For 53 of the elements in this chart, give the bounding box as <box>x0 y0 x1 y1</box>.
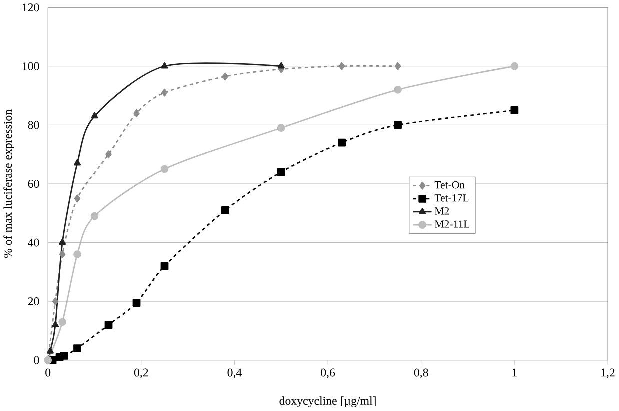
point <box>106 150 112 158</box>
legend-label: M2-11L <box>434 220 470 228</box>
x-tick-label: 0 <box>46 368 51 377</box>
point <box>338 62 346 70</box>
point <box>46 348 54 354</box>
point <box>510 106 519 114</box>
y-tick-label: 60 <box>28 180 40 188</box>
point <box>90 212 99 220</box>
point <box>394 86 402 94</box>
point <box>52 321 60 328</box>
point <box>60 352 68 360</box>
point <box>134 109 140 118</box>
x-tick-label: 1 <box>512 368 517 377</box>
x-tick-label: 0,8 <box>414 368 428 378</box>
point <box>221 206 230 214</box>
point <box>160 165 169 174</box>
x-axis-title: doxycycline [µg/ml] <box>280 396 376 408</box>
point <box>338 138 346 147</box>
y-tick-label: 100 <box>22 62 40 70</box>
x-tick-label: 0,2 <box>134 368 148 378</box>
point <box>52 298 59 306</box>
legend-label: M2 <box>434 208 450 215</box>
point <box>222 72 229 81</box>
point <box>74 194 81 203</box>
point <box>394 62 402 70</box>
x-tick-label: 0,4 <box>228 368 242 378</box>
point <box>510 62 519 70</box>
point <box>58 318 67 326</box>
point <box>74 344 82 352</box>
y-tick-label: 0 <box>34 356 40 364</box>
point <box>74 250 82 258</box>
point <box>394 121 402 130</box>
x-tick-label: 1,2 <box>602 368 615 378</box>
point <box>160 262 169 270</box>
point <box>277 124 286 132</box>
y-tick-label: 20 <box>28 298 40 306</box>
point <box>161 62 168 69</box>
point <box>132 299 141 307</box>
point <box>91 112 98 119</box>
x-tick-label: 0,6 <box>321 368 336 378</box>
y-tick-label: 40 <box>28 238 40 247</box>
y-axis-title: % of max luciferase expression <box>4 110 14 258</box>
point <box>104 321 113 329</box>
point <box>74 159 82 166</box>
point <box>277 168 286 176</box>
point <box>59 238 66 246</box>
point <box>59 250 66 258</box>
point <box>162 88 168 97</box>
legend-label: Tet-On <box>434 181 465 189</box>
y-tick-label: 80 <box>28 121 40 130</box>
point <box>278 62 285 69</box>
legend-label: Tet-17L <box>434 194 469 202</box>
y-tick-label: 120 <box>22 4 40 12</box>
